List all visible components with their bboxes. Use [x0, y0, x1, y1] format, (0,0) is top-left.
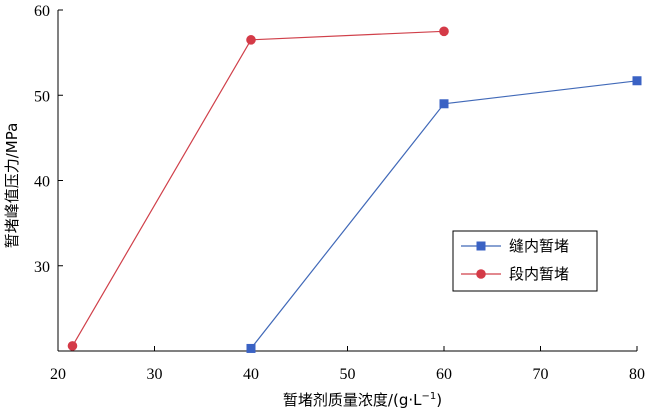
- y-tick-label: 50: [34, 88, 50, 105]
- y-tick-label: 40: [34, 174, 50, 191]
- y-tick-label: 60: [34, 3, 50, 20]
- x-tick-label: 80: [629, 366, 645, 383]
- data-point: [67, 341, 78, 351]
- series-1: [246, 76, 642, 353]
- series-layer: [67, 26, 642, 353]
- x-axis-title: 暂堵剂质量浓度/(g·L−1): [283, 391, 442, 409]
- x-tick-label: 30: [147, 366, 163, 383]
- x-tick-label: 60: [436, 366, 452, 383]
- data-point: [632, 76, 642, 86]
- legend-label: 段内暂堵: [509, 265, 569, 283]
- x-tick-label: 70: [533, 366, 549, 383]
- x-axis-title-tail: ): [436, 391, 442, 409]
- x-axis-title-main: 暂堵剂质量浓度/(g·L: [283, 391, 422, 409]
- x-tick-label: 50: [340, 366, 356, 383]
- y-axis-title: 暂堵峰值压力/MPa: [3, 123, 21, 249]
- x-axis-title-sup: −1: [421, 391, 436, 402]
- legend-box: [452, 230, 598, 292]
- legend-marker: [476, 241, 486, 251]
- data-point: [439, 99, 449, 109]
- series-line: [250, 80, 638, 349]
- data-point: [439, 26, 449, 37]
- legend-label: 缝内暂堵: [509, 237, 569, 255]
- data-point: [246, 35, 256, 45]
- x-tick-label: 40: [243, 366, 259, 383]
- x-tick-label: 20: [50, 366, 66, 383]
- legend-item: 缝内暂堵: [461, 237, 569, 255]
- series-2: [67, 26, 449, 351]
- legend-marker: [476, 269, 486, 279]
- axes: 20 30 40 50 60 70 80 30 40 50 60: [34, 3, 645, 383]
- series-line: [71, 30, 445, 347]
- y-tick-label: 30: [34, 259, 50, 276]
- data-point: [246, 343, 256, 353]
- legend-item: 段内暂堵: [461, 265, 569, 283]
